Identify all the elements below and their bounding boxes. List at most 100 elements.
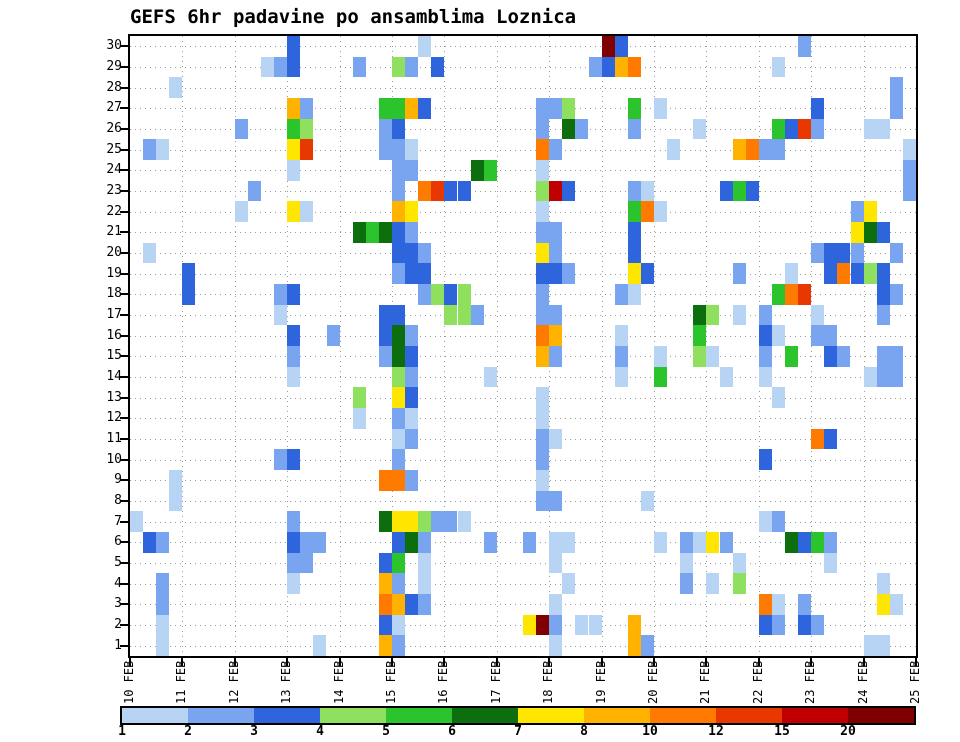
- heat-cell: [758, 346, 772, 367]
- heat-cell: [627, 201, 641, 222]
- gridline-horizontal: [130, 315, 916, 316]
- heat-cell: [156, 573, 170, 594]
- heat-cell: [470, 160, 484, 181]
- y-axis-tick: [120, 520, 128, 523]
- heat-cell: [392, 428, 406, 450]
- y-axis-tick: [120, 396, 128, 399]
- heat-cell: [693, 325, 707, 346]
- heat-cell: [876, 263, 890, 284]
- heat-cell: [850, 222, 864, 243]
- heat-cell: [562, 180, 576, 202]
- colorbar-label: 7: [514, 724, 522, 739]
- x-axis-label: 13 FEB: [279, 660, 294, 704]
- gridline-horizontal: [130, 645, 916, 647]
- colorbar-label: 4: [316, 724, 324, 739]
- heat-cell: [798, 36, 812, 57]
- heat-cell: [483, 366, 497, 388]
- heat-cell: [601, 56, 615, 78]
- heat-cell: [536, 304, 550, 326]
- heat-cell: [444, 304, 458, 326]
- heat-cell: [614, 284, 628, 305]
- y-axis-label: 28: [106, 79, 122, 95]
- heat-cell: [614, 366, 628, 388]
- heat-cell: [392, 304, 406, 326]
- gridline-horizontal: [130, 397, 916, 399]
- heat-cell: [863, 366, 877, 388]
- y-axis-label: 2: [114, 617, 122, 632]
- heat-cell: [811, 325, 825, 346]
- heat-cell: [732, 180, 746, 202]
- colorbar-segment: [188, 708, 254, 723]
- heat-cell: [549, 490, 563, 512]
- heat-cell: [378, 139, 392, 160]
- heat-cell: [627, 263, 641, 284]
- heat-cell: [300, 201, 314, 222]
- heat-cell: [274, 449, 288, 470]
- gridline-horizontal: [130, 604, 916, 606]
- heat-cell: [627, 118, 641, 140]
- heat-cell: [771, 594, 785, 615]
- heat-cell: [627, 180, 641, 202]
- x-axis-tick: [810, 658, 813, 666]
- heat-cell: [156, 635, 170, 656]
- colorbar-segment: [716, 708, 782, 723]
- heat-cell: [392, 139, 406, 160]
- heat-cell: [719, 180, 733, 202]
- heat-cell: [418, 284, 432, 305]
- heat-cell: [614, 36, 628, 57]
- y-axis-label: 20: [106, 245, 122, 260]
- gridline-horizontal: [130, 356, 916, 358]
- y-axis-label: 25: [106, 141, 122, 157]
- heat-cell: [405, 139, 419, 160]
- heat-cell: [287, 284, 301, 305]
- heat-cell: [902, 160, 916, 181]
- colorbar-label: 1: [118, 724, 126, 739]
- heat-cell: [287, 511, 301, 532]
- heat-cell: [418, 98, 432, 119]
- colorbar-label: 8: [580, 724, 588, 739]
- colorbar-segment: [452, 708, 518, 723]
- x-axis-tick: [757, 658, 760, 666]
- heat-cell: [654, 366, 668, 388]
- heat-cell: [640, 263, 654, 284]
- heat-cell: [287, 56, 301, 78]
- x-axis-label: 14 FEB: [331, 660, 346, 704]
- y-axis-tick: [120, 417, 128, 420]
- x-axis-label: 19 FEB: [593, 660, 608, 704]
- heat-cell: [313, 532, 327, 553]
- heat-cell: [156, 614, 170, 636]
- colorbar-label: 5: [382, 724, 390, 739]
- heat-cell: [418, 532, 432, 553]
- colorbar-segment: [584, 708, 650, 723]
- heat-cell: [771, 118, 785, 140]
- heat-cell: [418, 242, 432, 264]
- heat-cell: [889, 98, 903, 119]
- gridline-horizontal: [130, 377, 916, 378]
- heat-cell: [549, 222, 563, 243]
- heat-cell: [405, 242, 419, 264]
- heat-cell: [287, 36, 301, 57]
- heat-cell: [667, 139, 681, 160]
- heat-cell: [182, 284, 196, 305]
- heat-cell: [876, 284, 890, 305]
- heat-cell: [392, 614, 406, 636]
- colorbar-label: 6: [448, 724, 456, 739]
- heat-cell: [889, 594, 903, 615]
- heat-cell: [798, 532, 812, 553]
- heat-cell: [300, 118, 314, 140]
- heat-cell: [392, 552, 406, 574]
- x-axis-label: 21 FEB: [698, 660, 713, 704]
- heat-cell: [431, 56, 445, 78]
- heat-cell: [562, 573, 576, 594]
- x-axis-label: 16 FEB: [436, 660, 451, 704]
- colorbar-segment: [848, 708, 914, 723]
- x-axis-tick: [181, 658, 184, 666]
- heat-cell: [575, 614, 589, 636]
- heat-cell: [798, 284, 812, 305]
- gridline-horizontal: [130, 459, 916, 461]
- y-axis-tick: [120, 624, 128, 626]
- heat-cell: [719, 366, 733, 388]
- heat-cell: [758, 366, 772, 388]
- heat-cell: [876, 366, 890, 388]
